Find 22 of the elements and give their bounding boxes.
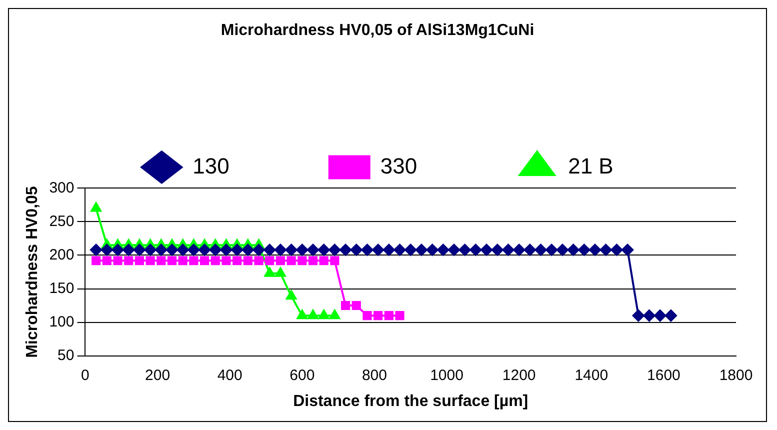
x-axis-title: Distance from the surface [µm] [293, 392, 528, 410]
x-tick-label: 800 [362, 366, 387, 384]
y-tick-label: 250 [49, 212, 74, 230]
x-tick-label: 200 [145, 366, 170, 384]
x-tick-label: 1200 [502, 366, 536, 384]
legend-label: 330 [380, 153, 418, 178]
legend-label: 21 B [568, 153, 614, 178]
x-tick-label: 600 [290, 366, 315, 384]
y-tick-label: 100 [49, 313, 74, 330]
x-tick-label: 1600 [647, 366, 680, 384]
x-tick-label: 1000 [430, 366, 464, 384]
x-tick-label: 0 [81, 366, 90, 384]
y-tick-label: 200 [49, 246, 74, 264]
y-tick-label: 150 [49, 280, 74, 297]
y-tick-label: 300 [49, 179, 74, 196]
y-axis-title: Microhardness HV0,05 [24, 186, 42, 358]
legend-label: 130 [192, 153, 230, 178]
chart-title: Microhardness HV0,05 of AlSi13Mg1CuNi [220, 22, 534, 40]
x-tick-label: 400 [217, 366, 242, 384]
x-tick-label: 1800 [719, 366, 753, 384]
x-tick-label: 1400 [574, 366, 608, 384]
y-tick-label: 50 [58, 346, 74, 364]
